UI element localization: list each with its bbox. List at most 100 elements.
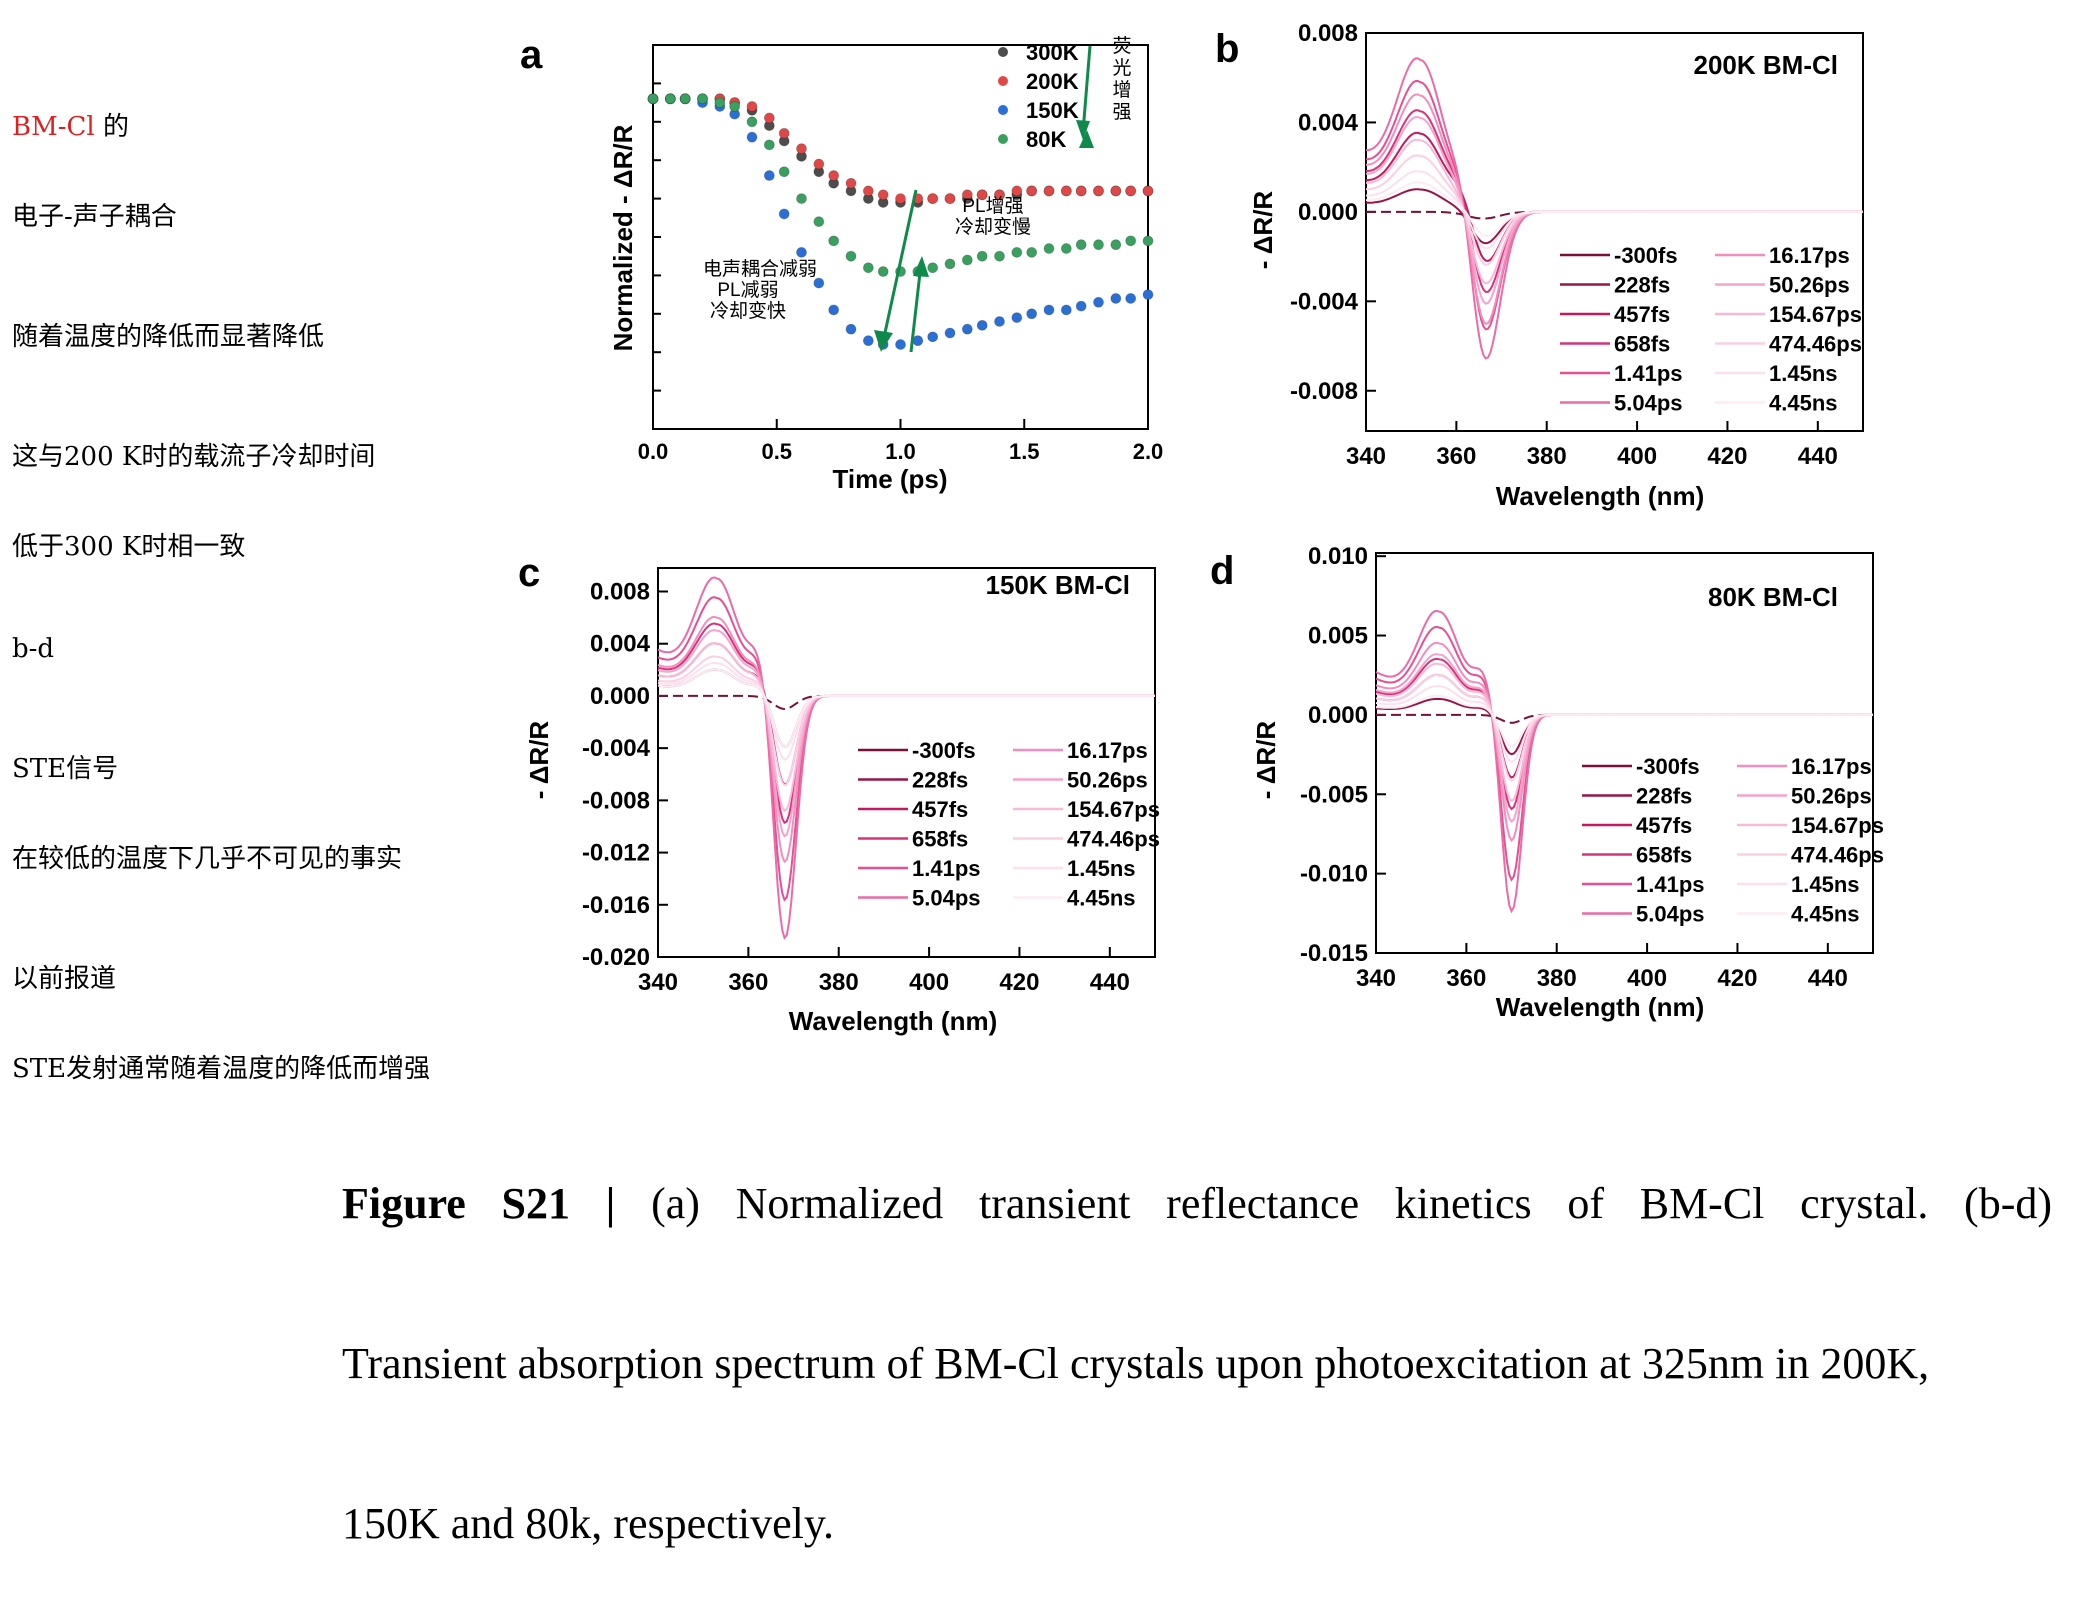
arrow-shaft: [1081, 45, 1092, 133]
data-point: [746, 101, 758, 112]
data-point: [1142, 289, 1154, 301]
legend-label: 228fs: [912, 768, 968, 793]
legend-label: 658fs: [912, 827, 968, 852]
data-point: [1011, 185, 1023, 197]
traces: [657, 576, 1155, 941]
data-point: [778, 127, 790, 139]
trace: [1375, 694, 1873, 748]
legend-label: 154.67ps: [1067, 797, 1160, 822]
x-axis-label: Time (ps): [832, 464, 947, 494]
notes-block-1: BM-Cl 的 电子-声子耦合 随着温度的降低而显著降低 这与200 K时的载流…: [12, 52, 375, 592]
legend-marker: [998, 134, 1008, 144]
y-tick-label: -0.010: [1300, 861, 1368, 888]
legend-label: 154.67ps: [1769, 302, 1862, 327]
x-tick-label: 340: [1356, 965, 1396, 992]
caption-line-2: Transient absorption spectrum of BM-Cl c…: [342, 1339, 1930, 1388]
trace: [1366, 210, 1863, 220]
notes-line: 低于300 K时相一致: [12, 532, 246, 562]
data-point: [796, 193, 807, 205]
legend-label: 200K: [1026, 69, 1079, 94]
y-axis-label: Normalized - ΔR/R: [608, 124, 638, 351]
y-tick-label: 0.000: [590, 683, 650, 710]
data-point: [1125, 235, 1137, 247]
x-tick-label: 380: [1527, 443, 1567, 470]
data-point: [862, 335, 874, 347]
legend-label: 150K: [1026, 98, 1079, 123]
data-point: [1026, 308, 1038, 320]
legend-label: 457fs: [1636, 813, 1692, 838]
data-point: [1093, 239, 1104, 251]
legend-label: 5.04ps: [912, 886, 981, 911]
data-point: [763, 139, 775, 151]
trace: [657, 668, 1155, 748]
notes-title-red: BM-Cl: [12, 112, 95, 142]
notes-line: STE发射通常随着温度的降低而增强: [12, 1054, 431, 1084]
panel-title: 80K BM-Cl: [1708, 582, 1838, 612]
plot-frame: [657, 567, 1156, 958]
trace: [1375, 662, 1873, 803]
notes-line: 电子-声子耦合: [12, 202, 177, 232]
y-tick-label: 0.000: [1308, 702, 1368, 729]
annotation-text: PL减弱: [717, 279, 778, 301]
data-point: [828, 235, 840, 247]
traces: [1365, 57, 1863, 360]
annotation-char: 荧: [1112, 35, 1131, 57]
plot-frame: [1365, 32, 1864, 432]
trace: [1376, 713, 1873, 724]
notes-line: 以前报道: [12, 964, 117, 994]
data-point: [944, 193, 956, 205]
data-point: [813, 216, 825, 228]
caption-line-3: 150K and 80k, respectively.: [342, 1499, 835, 1548]
data-point: [697, 93, 708, 105]
legend-marker: [998, 47, 1008, 57]
legend-label: 228fs: [1614, 273, 1670, 298]
data-point: [729, 101, 741, 112]
y-tick-label: -0.004: [1290, 288, 1359, 315]
x-tick-label: 0.0: [638, 439, 669, 464]
x-tick-label: 400: [1627, 965, 1667, 992]
data-point: [862, 185, 874, 197]
traces: [1375, 609, 1873, 914]
notes-title: BM-Cl 的: [12, 112, 375, 142]
data-point: [927, 193, 939, 205]
notes-line: b-d: [12, 634, 55, 664]
legend-label: -300fs: [1614, 243, 1678, 268]
data-point: [778, 208, 790, 220]
data-point: [763, 170, 775, 181]
data-point: [1142, 185, 1154, 197]
data-point: [895, 339, 906, 350]
x-tick-label: 440: [1808, 965, 1848, 992]
legend-label: 4.45ns: [1769, 391, 1838, 416]
data-point: [746, 131, 758, 143]
x-tick-label: 360: [1446, 965, 1486, 992]
legend-label: 1.41ps: [1614, 361, 1683, 386]
y-tick-label: -0.012: [582, 840, 650, 867]
trace: [1366, 170, 1863, 250]
arrow-shaft: [909, 263, 923, 353]
x-tick-label: 2.0: [1133, 439, 1164, 464]
x-tick-label: 1.5: [1009, 439, 1040, 464]
data-point: [1125, 293, 1137, 304]
legend-label: 16.17ps: [1791, 754, 1872, 779]
panel-b: b 200K BM-Cl 340 360 380 400 420 440 0.008 0.00…: [1215, 20, 1864, 511]
y-axis-label: - ΔR/R: [1248, 191, 1278, 270]
x-tick-label: 380: [1537, 965, 1577, 992]
y-tick-label: 0.004: [1298, 109, 1359, 136]
y-tick-label: 0.004: [590, 631, 651, 658]
y-axis-label: - ΔR/R: [524, 721, 554, 800]
x-tick-label: 360: [728, 969, 768, 996]
y-tick-label: -0.020: [582, 944, 650, 971]
data-point: [961, 254, 973, 266]
legend-label: 474.46ps: [1791, 843, 1884, 868]
y-tick-label: 0.008: [590, 578, 650, 605]
x-tick-label: 420: [999, 969, 1039, 996]
data-point: [828, 170, 840, 181]
trace: [1366, 188, 1863, 245]
legend-label: 16.17ps: [1769, 243, 1850, 268]
x-axis-label: Wavelength (nm): [1496, 992, 1704, 1022]
axes: 340 360 380 400 420 440 0.008 0.004 0.000 -0.004 -…: [1290, 20, 1838, 470]
x-tick-label: 440: [1090, 969, 1130, 996]
data-point: [944, 258, 956, 270]
legend-label: 658fs: [1614, 332, 1670, 357]
data-point: [845, 250, 857, 262]
